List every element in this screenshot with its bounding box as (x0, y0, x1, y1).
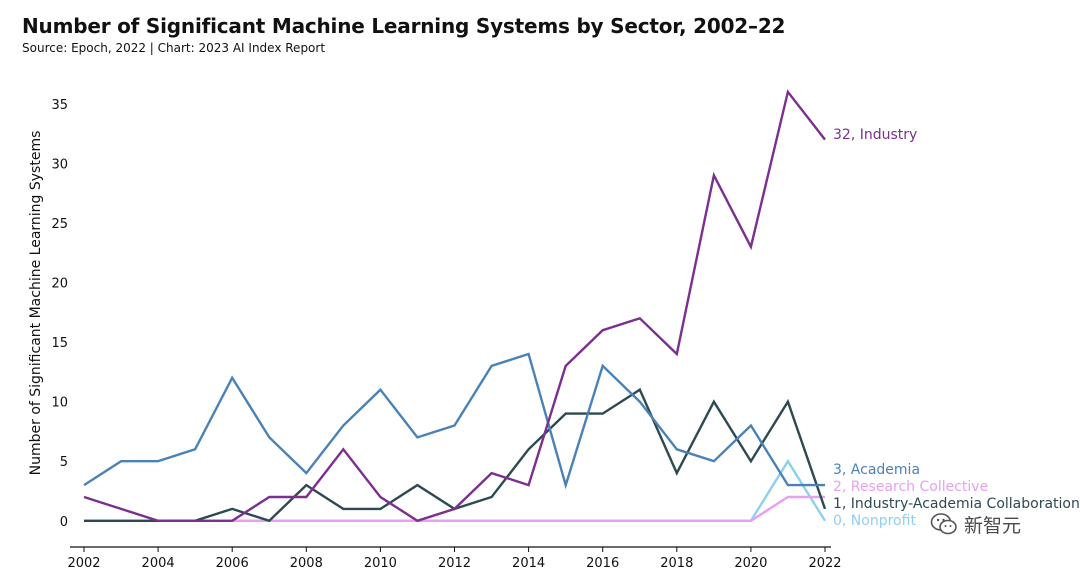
x-tick-label: 2020 (734, 556, 767, 571)
chart-title: Number of Significant Machine Learning S… (22, 14, 786, 38)
series-line-industry (83, 89, 826, 523)
watermark: 新智元 (930, 508, 1021, 540)
series-line-industry-academia-collaboration (84, 387, 827, 523)
x-tick-label: 2018 (660, 556, 693, 571)
x-tick-label: 2012 (438, 556, 471, 571)
y-tick-label: 10 (51, 396, 68, 411)
y-tick-label: 35 (51, 98, 68, 113)
end-label-nonprofit: 0, Nonprofit (833, 513, 916, 529)
x-tick-label: 2010 (364, 556, 397, 571)
x-tick-label: 2002 (67, 556, 100, 571)
series-line-nonprofit (84, 458, 827, 522)
y-tick-label: 15 (51, 336, 68, 351)
x-tick-label: 2016 (586, 556, 619, 571)
chart-source: Source: Epoch, 2022 | Chart: 2023 AI Ind… (22, 41, 326, 55)
end-label-industry-academia-collaboration: 1, Industry-Academia Collaboration (833, 496, 1080, 512)
axes: 2002 2004 2006 2008 2010 2012 2014 2016 2018 2020… (51, 98, 841, 571)
y-tick-label: 0 (60, 515, 68, 530)
y-tick-label: 25 (51, 217, 68, 232)
x-tick-label: 2004 (142, 556, 175, 571)
wechat-icon (930, 513, 957, 535)
watermark-text: 新智元 (964, 514, 1022, 537)
series-lines (83, 89, 827, 523)
end-label-industry: 32, Industry (833, 127, 917, 143)
y-tick-label: 30 (51, 157, 68, 172)
x-tick-label: 2014 (512, 556, 545, 571)
series-line-academia (83, 352, 825, 490)
y-tick-label: 5 (60, 455, 68, 470)
x-tick-label: 2006 (216, 556, 249, 571)
y-tick-label: 20 (51, 277, 68, 292)
end-label-academia: 3, Academia (833, 462, 920, 478)
x-tick-label: 2022 (808, 556, 841, 571)
x-tick-label: 2008 (290, 556, 323, 571)
end-label-research-collective: 2, Research Collective (833, 479, 988, 495)
